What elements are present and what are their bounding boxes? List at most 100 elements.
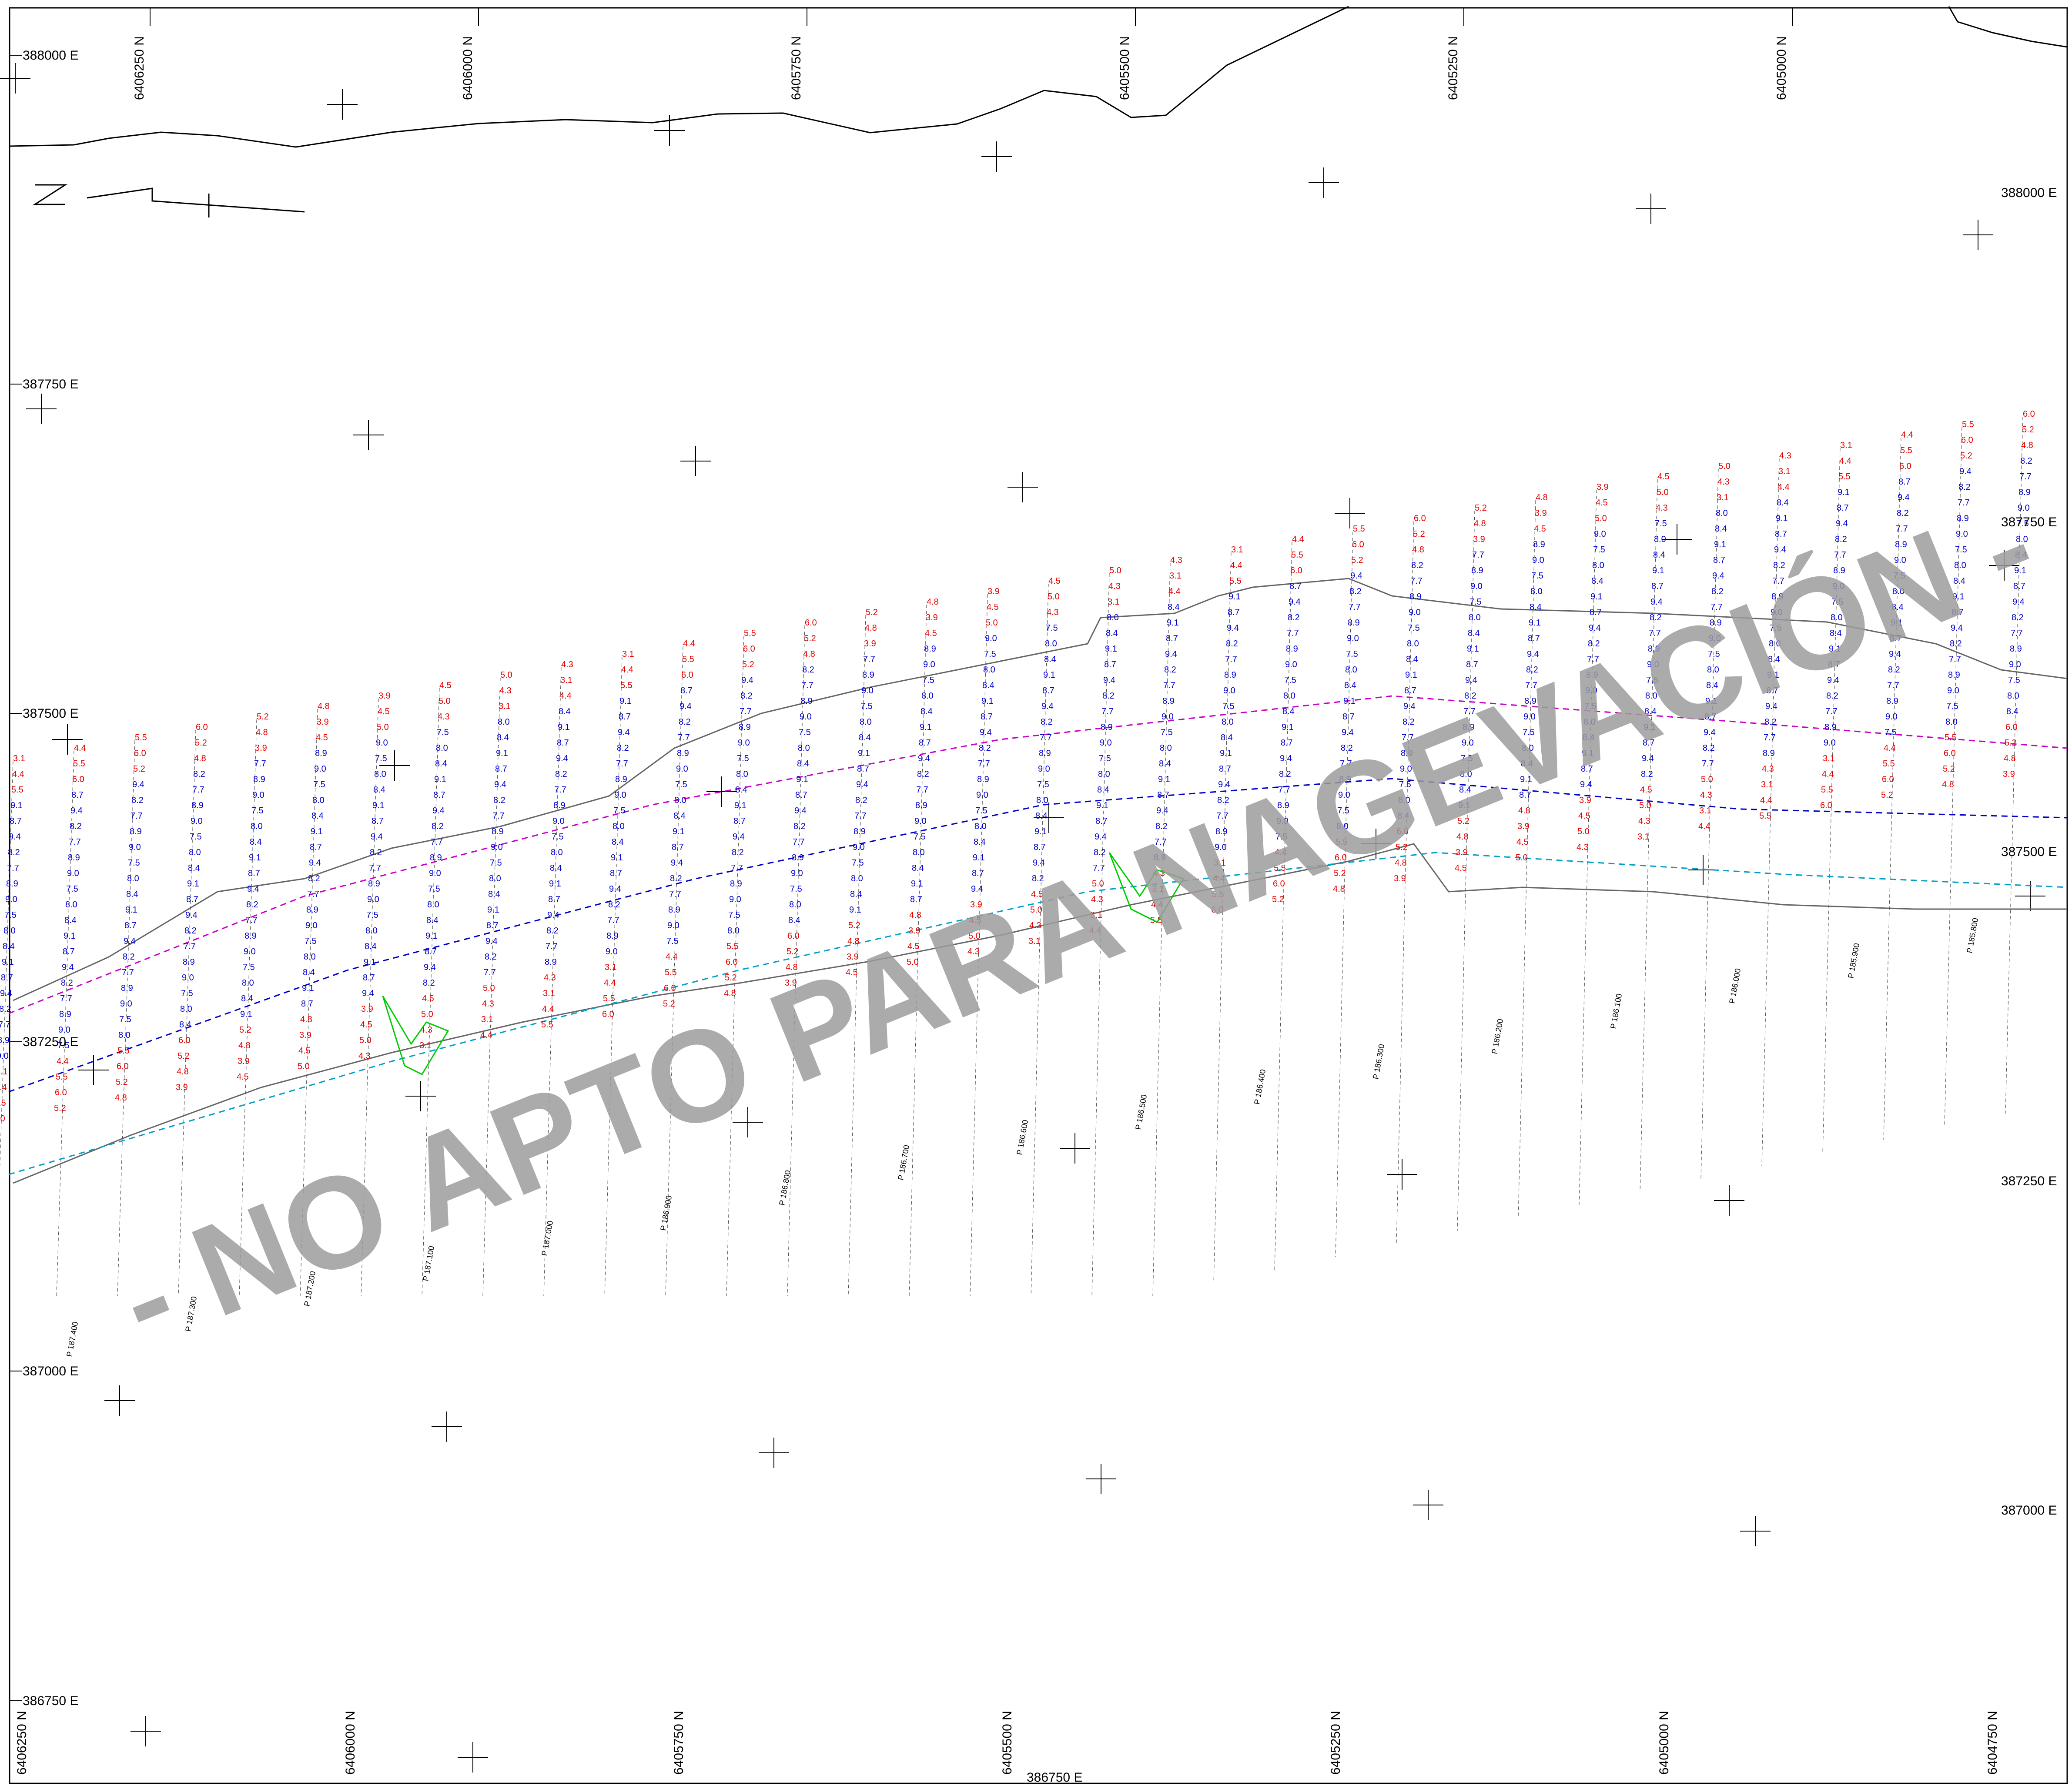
sounding-label: 7.5 (728, 910, 740, 920)
sounding-label: 6.0 (117, 1062, 129, 1071)
sounding-label: 3.9 (785, 978, 797, 988)
sounding-label: 7.5 (666, 936, 679, 946)
sounding-label: 8.0 (727, 926, 740, 936)
sounding-label: 8.2 (485, 952, 497, 962)
sounding-label: 9.1 (734, 801, 746, 810)
sounding-label: 8.2 (1773, 561, 1785, 570)
sounding-label: 7.7 (546, 942, 558, 951)
sounding-label: 4.5 (360, 1020, 372, 1030)
sounding-label: 8.7 (1651, 582, 1664, 591)
northing-label-top: 6405500 N (1118, 36, 1132, 100)
sounding-label: 8.7 (1157, 790, 1169, 800)
sounding-label: 8.4 (64, 916, 77, 925)
sounding-label: 9.0 (667, 921, 680, 930)
sounding-label: 4.5 (298, 1046, 311, 1056)
sounding-label: 8.4 (426, 916, 439, 925)
sounding-label: 8.4 (1591, 576, 1603, 586)
sounding-label: 8.0 (913, 848, 925, 857)
sounding-label: 9.4 (856, 780, 868, 789)
sounding-label: 8.2 (70, 822, 82, 831)
sounding-label: 6.0 (1273, 879, 1285, 889)
sounding-label: 7.7 (1949, 655, 1961, 664)
sounding-label: 9.1 (364, 957, 376, 967)
sounding-label: 9.4 (618, 728, 630, 737)
sounding-label: 8.0 (1583, 717, 1596, 727)
sounding-label: 9.1 (1582, 749, 1594, 758)
sounding-label: 7.7 (669, 890, 681, 899)
sounding-label: 9.0 (1038, 764, 1050, 774)
sounding-label: 8.2 (493, 796, 505, 805)
sounding-label: 5.2 (116, 1077, 128, 1087)
sounding-label: 8.7 (1581, 764, 1593, 774)
sounding-label: 7.5 (1346, 649, 1358, 659)
grid-coordinates: 6406250 N 6406000 N 6405750 N 6405500 N 6405… (10, 8, 2057, 1785)
sounding-label: 8.2 (1349, 587, 1362, 596)
sounding-label: 8.0 (180, 1004, 192, 1014)
sounding-label: 9.0 (0, 1051, 9, 1061)
sounding-label: 5.5 (56, 1072, 68, 1082)
sounding-label: 9.0 (1276, 816, 1289, 826)
sounding-label: 9.0 (676, 764, 688, 774)
sounding-label: 7.5 (1885, 728, 1897, 737)
sounding-label: 9.4 (1765, 702, 1777, 711)
sounding-label: 8.7 (425, 947, 437, 957)
sounding-label: 8.2 (1155, 822, 1168, 831)
sounding-label: 8.9 (730, 879, 742, 889)
sounding-label: 8.9 (59, 1010, 71, 1019)
sounding-label: 5.2 (1396, 843, 1408, 852)
sounding-label: 4.5 (1455, 863, 1467, 873)
sounding-label: 9.1 (240, 1010, 252, 1019)
sounding-label: 4.3 (1638, 816, 1650, 826)
sounding-label: 9.0 (606, 947, 618, 957)
sounding-label: 7.7 (1101, 707, 1114, 716)
easting-label-right: 387000 E (2001, 1503, 2057, 1518)
sounding-label: 8.4 (179, 1020, 191, 1030)
sounding-label: 8.0 (1892, 587, 1905, 596)
sounding-label: 3.9 (987, 587, 1000, 596)
sounding-label: 8.9 (792, 853, 804, 863)
easting-label-left: 387000 E (23, 1364, 78, 1378)
sounding-label: 7.5 (1523, 728, 1535, 737)
sounding-label: 8.4 (365, 942, 377, 951)
sounding-label: 3.1 (1169, 571, 1182, 581)
sounding-label: 8.2 (193, 769, 205, 779)
sounding-label: 7.7 (131, 811, 143, 821)
sounding-label: 5.5 (744, 629, 756, 638)
sounding-label: 4.8 (1474, 519, 1486, 528)
sounding-label: 9.1 (1776, 514, 1788, 523)
sounding-label: 8.4 (1406, 655, 1418, 664)
sounding-label: 7.5 (552, 832, 564, 842)
sounding-label: 8.7 (1166, 634, 1178, 643)
sounding-label: 8.2 (1650, 613, 1662, 622)
sounding-label: 9.1 (64, 931, 76, 941)
grid-crosses (0, 63, 2045, 1773)
sounding-label: 8.2 (1217, 796, 1229, 805)
sounding-label: 7.5 (490, 858, 502, 868)
sounding-label: 6.0 (1396, 827, 1409, 836)
sounding-label: 7.5 (613, 806, 626, 816)
sounding-label: 8.9 (1771, 592, 1784, 602)
sounding-label: 8.4 (2015, 550, 2027, 560)
sounding-label: 9.1 (1105, 644, 1117, 654)
sounding-label: 9.1 (973, 853, 985, 863)
sounding-label: 7.7 (1225, 655, 1237, 664)
sounding-label: 8.4 (1583, 733, 1595, 742)
sounding-label: 8.9 (1533, 540, 1545, 549)
sounding-label: 4.5 (1534, 524, 1546, 534)
sounding-label: 7.7 (1163, 681, 1175, 690)
sounding-label: 5.2 (1943, 764, 1955, 774)
sounding-label: 9.4 (247, 884, 259, 894)
sounding-label: 4.3 (1779, 451, 1791, 461)
sounding-label: 4.8 (1395, 858, 1407, 868)
sounding-label: 8.4 (126, 890, 138, 899)
sounding-label: 9.4 (1156, 806, 1168, 816)
sounding-label: 4.5 (439, 681, 452, 690)
sounding-label: 5.0 (1577, 827, 1590, 836)
northing-label-bottom: 6404750 N (1985, 1711, 2000, 1775)
sounding-label: 9.1 (558, 722, 570, 732)
sounding-label: 5.5 (1962, 420, 1974, 429)
sounding-label: 8.0 (1831, 613, 1843, 622)
sounding-label: 7.5 (675, 780, 687, 789)
sounding-label: 5.5 (682, 655, 694, 664)
easting-label-bottom: 386750 E (1027, 1770, 1082, 1785)
